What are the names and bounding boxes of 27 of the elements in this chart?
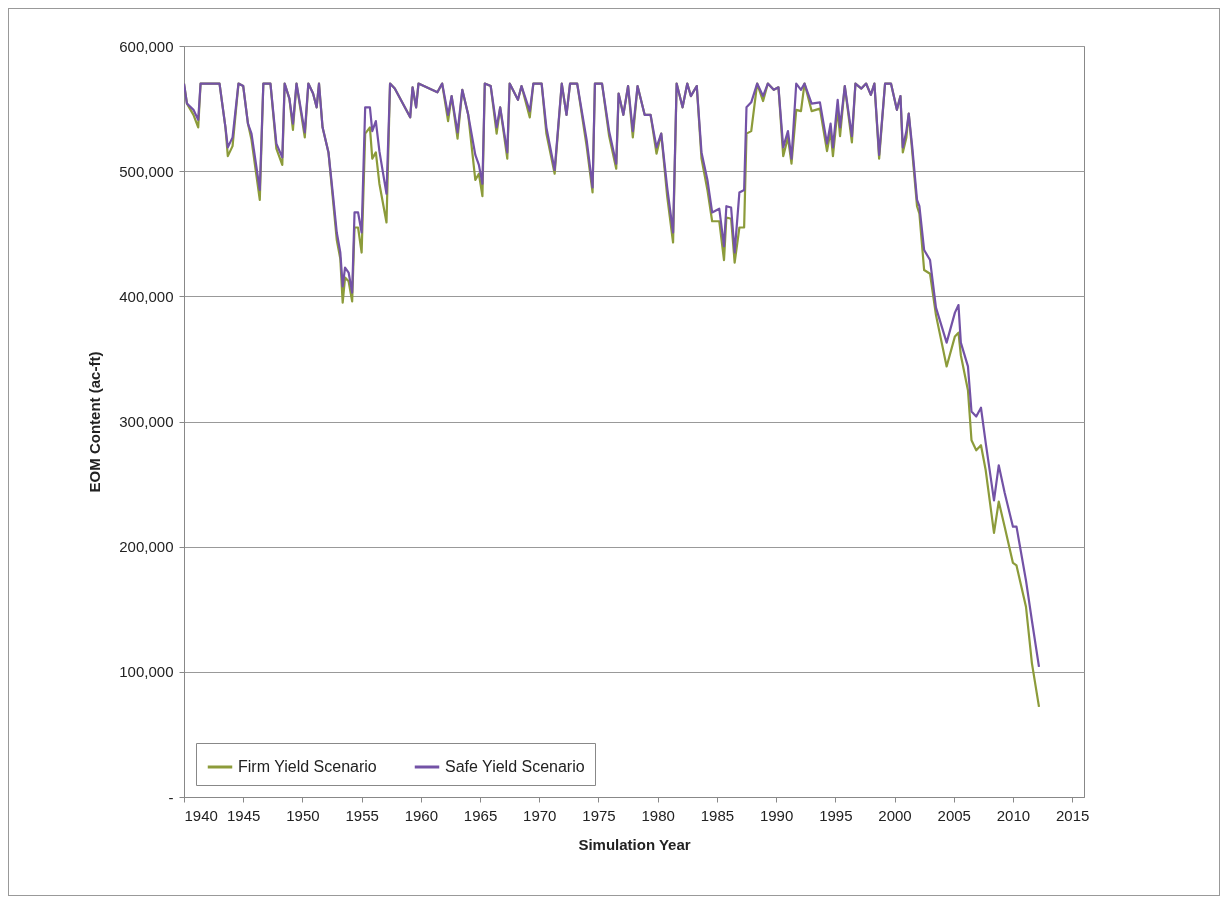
x-tick-label: 1945 <box>227 806 261 824</box>
x-tick-label: 1960 <box>404 806 439 824</box>
y-tick-label: 500,000 <box>119 162 174 180</box>
legend-label: Safe Yield Scenario <box>445 758 585 775</box>
x-tick-label: 2000 <box>878 806 912 824</box>
x-tick-label: 2005 <box>937 806 971 824</box>
x-tick-label: 1940 <box>184 806 218 824</box>
x-tick-label: 1985 <box>700 806 735 824</box>
x-tick-label: 1965 <box>463 806 498 824</box>
x-tick-label: 1955 <box>345 806 379 824</box>
x-tick-label: 1950 <box>286 806 320 824</box>
y-tick-label: - <box>168 788 174 806</box>
x-tick-label: 1970 <box>523 806 557 824</box>
x-tick-label: 2010 <box>996 806 1031 824</box>
y-tick-label: 600,000 <box>119 37 174 55</box>
y-axis-title: EOM Content (ac-ft) <box>86 351 104 493</box>
y-tick-label: 400,000 <box>119 287 174 305</box>
y-tick-label: 200,000 <box>119 538 174 556</box>
x-tick-label: 1990 <box>759 806 794 824</box>
y-tick-label: 300,000 <box>119 413 174 430</box>
x-tick-label: 1980 <box>641 806 675 824</box>
x-tick-label: 1995 <box>819 806 853 824</box>
legend-label: Firm Yield Scenario <box>238 758 377 775</box>
y-tick-label: 100,000 <box>119 663 174 681</box>
x-tick-label: 2015 <box>1055 806 1090 824</box>
x-axis-title: Simulation Year <box>578 835 691 853</box>
x-tick-label: 1975 <box>582 806 616 824</box>
